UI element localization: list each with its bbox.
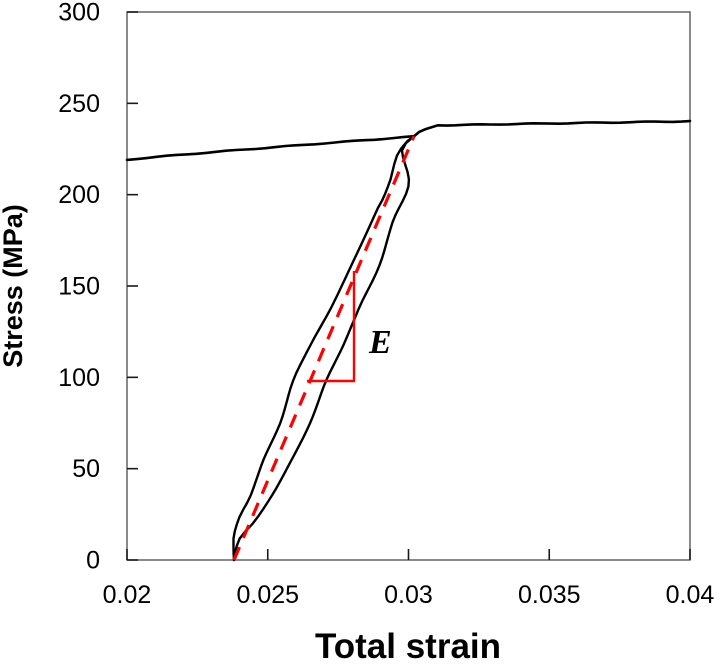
svg-text:0.035: 0.035 bbox=[518, 581, 581, 609]
svg-text:300: 300 bbox=[58, 0, 100, 27]
svg-text:200: 200 bbox=[58, 181, 100, 209]
svg-text:150: 150 bbox=[58, 273, 100, 301]
svg-text:Total strain: Total strain bbox=[315, 627, 501, 664]
svg-text:Stress (MPa): Stress (MPa) bbox=[0, 204, 28, 368]
svg-text:0.025: 0.025 bbox=[236, 581, 299, 609]
svg-text:250: 250 bbox=[58, 90, 100, 118]
svg-text:0.02: 0.02 bbox=[103, 581, 152, 609]
svg-text:50: 50 bbox=[72, 455, 100, 483]
svg-text:100: 100 bbox=[58, 364, 100, 392]
svg-text:0: 0 bbox=[86, 547, 100, 575]
svg-text:0.03: 0.03 bbox=[384, 581, 433, 609]
svg-text:0.04: 0.04 bbox=[666, 581, 715, 609]
svg-text:E: E bbox=[368, 324, 392, 361]
